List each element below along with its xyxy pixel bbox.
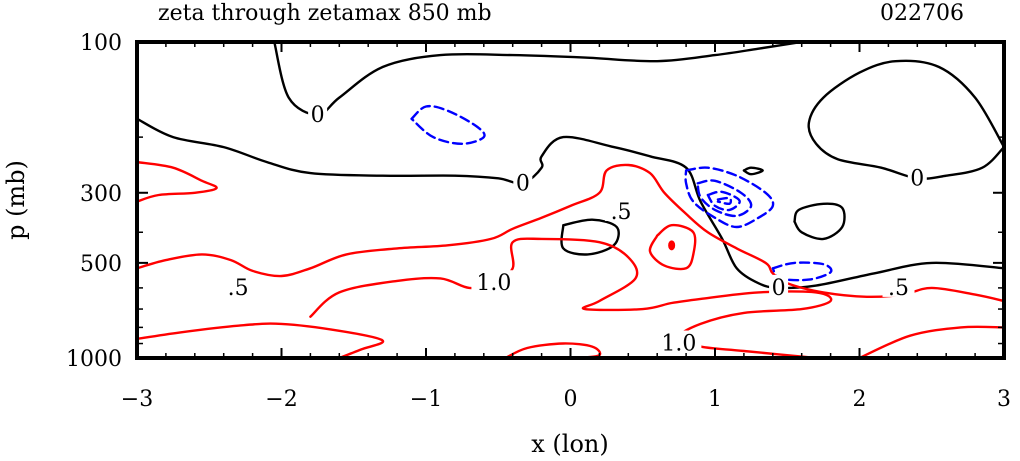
contour-label-2: 0 [772,276,786,301]
contour-positive-18 [858,325,1004,358]
contour-label-8: 1.0 [661,332,696,357]
contour-negative-8 [696,179,753,218]
y-tick-label: 300 [80,182,122,207]
plot-frame [135,40,1006,360]
y-tick-label: 100 [80,31,122,56]
x-axis-label: x (lon) [531,430,608,458]
x-tick-label: 0 [564,387,578,412]
contour-zero-3 [560,218,620,256]
contour-label-bg [222,274,255,297]
contour-zero-2 [807,59,1004,180]
contour-negative-9 [706,190,741,212]
contour-zero-5 [742,166,764,176]
y-tick-label: 500 [80,252,122,277]
chart-title: zeta through zetamax 850 mb [158,1,492,26]
contour-label-0: 0 [311,103,325,128]
y-axis-label: p (mb) [2,160,30,240]
contour-label-6: .5 [888,276,909,301]
contour-label-bg [907,165,927,188]
contour-labels: 0 0 0 0 .5 .5 .5 1.0 1.0 [222,101,927,357]
contour-label-7: 1.0 [476,271,511,296]
contour-label-bg [605,198,638,221]
contour-positive-16 [648,223,697,271]
contour-label-1: 0 [516,171,530,196]
y-tick-label: 1000 [66,347,122,372]
contour-label-3: 0 [910,166,924,191]
maximum-marker [668,240,676,251]
contour-label-bg [471,270,517,293]
contour-label-4: .5 [611,200,632,225]
contour-positive-13 [137,163,1004,303]
x-tick-label: −1 [410,387,442,412]
contour-label-bg [882,274,915,297]
axis-ticks [136,41,1005,359]
contour-positive-14 [137,322,385,358]
contour-zero-0 [273,42,803,116]
contour-negative-10 [716,196,733,206]
x-tick-label: 2 [853,387,867,412]
plot-border [135,40,1006,360]
contour-lines [137,42,1004,358]
chart-id-label: 022706 [880,1,964,26]
x-tick-label: 1 [708,387,722,412]
contour-positive-17 [504,342,602,358]
x-tick-label: −3 [121,387,153,412]
contour-positive-12 [137,160,218,203]
contour-label-bg [308,101,328,124]
contour-negative-6 [410,104,486,145]
x-tick-label: 3 [997,387,1011,412]
contour-negative-7 [684,166,775,229]
axis-tick-labels: −3 −2 −1 0 1 2 3 100 300 500 1000 [66,31,1011,412]
contour-label-bg [769,274,789,297]
contour-zero-4 [793,202,846,241]
contour-label-bg [656,330,702,353]
contour-label-5: .5 [228,276,249,301]
contour-label-bg [513,170,533,193]
x-tick-label: −2 [265,387,297,412]
contour-zero-1 [137,117,1004,290]
